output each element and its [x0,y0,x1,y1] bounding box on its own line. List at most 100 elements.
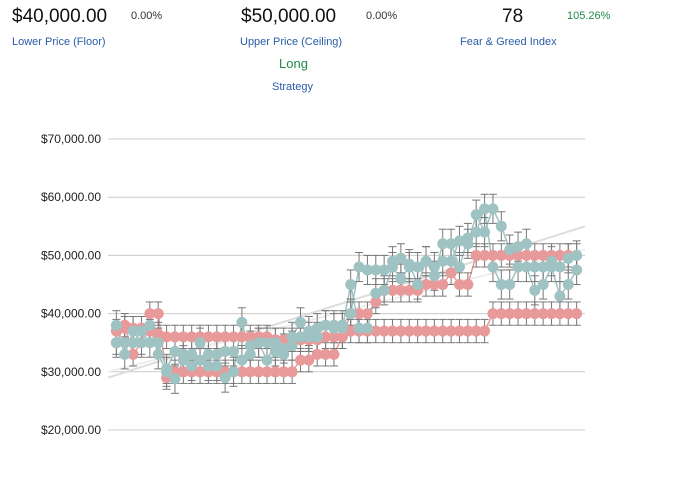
data-point [328,322,340,334]
y-axis-labels: $20,000.00 $30,000.00 $40,000.00 $50,000.00… [41,132,101,437]
data-point [186,348,198,360]
data-point [219,345,231,357]
data-point [152,348,164,360]
data-point [512,241,524,253]
data-point [294,316,306,328]
data-point [395,273,407,285]
data-point [161,363,173,375]
data-point [537,249,549,261]
data-point [303,354,315,366]
data-point [278,366,290,378]
data-point [512,249,524,261]
y-tick-label: $20,000.00 [41,423,101,437]
data-point [236,354,248,366]
data-point [228,366,240,378]
data-point [428,325,440,337]
data-point [202,348,214,360]
data-point [470,325,482,337]
data-point [378,284,390,296]
data-point [328,331,340,343]
data-point [177,331,189,343]
data-point [152,308,164,320]
data-point [186,360,198,372]
data-point [169,373,181,385]
data-point [236,366,248,378]
data-point [211,360,223,372]
data-point [370,325,382,337]
data-point [194,366,206,378]
data-point [294,354,306,366]
data-point [345,279,357,290]
data-point [445,267,457,279]
data-point [554,261,566,273]
strategy-value: Long [279,56,308,71]
data-point [269,345,281,357]
y-tick-label: $40,000.00 [41,307,101,321]
data-point [412,325,424,337]
data-point [202,360,214,372]
data-point [169,345,181,357]
data-point [437,279,449,290]
data-point [194,337,206,349]
data-point [487,249,499,261]
data-point [437,255,449,267]
data-point [395,284,407,296]
data-point [286,340,298,352]
data-point [562,279,574,290]
data-point [228,345,240,357]
data-point [211,348,223,360]
data-point [437,325,449,337]
data-point [211,331,223,343]
data-point [236,331,248,343]
data-point [571,308,583,320]
data-point [554,249,566,261]
data-point [504,279,516,290]
data-point [353,261,365,273]
data-point [219,331,231,343]
data-point [378,264,390,276]
fear-greed-label: Fear & Greed Index [460,36,557,48]
data-point [529,284,541,296]
data-point [244,340,256,352]
data-points [110,203,583,385]
data-point [269,366,281,378]
data-point [546,255,558,267]
data-point [194,354,206,366]
lower-price-label: Lower Price (Floor) [12,36,106,48]
data-point [127,325,139,337]
data-point [144,337,156,349]
data-point [253,337,265,349]
data-point [487,261,499,273]
data-point [403,325,415,337]
data-point [278,334,290,346]
data-point [186,331,198,343]
data-point [470,249,482,261]
data-point [345,325,357,337]
data-point [236,316,248,328]
data-point [512,261,524,273]
data-point [495,249,507,261]
data-point [562,308,574,320]
data-point [370,264,382,276]
data-point [554,308,566,320]
upper-price-pct: 0.00% [366,10,398,22]
data-point [487,308,499,320]
data-point [378,325,390,337]
data-point [504,308,516,320]
data-point [520,238,532,250]
data-point [110,337,122,349]
data-point [336,331,348,343]
data-point [420,279,432,290]
data-point [445,255,457,267]
data-point [479,325,491,337]
data-point [479,249,491,261]
y-tick-label: $60,000.00 [41,190,101,204]
data-point [537,261,549,273]
data-point [269,337,281,349]
data-point [261,354,273,366]
data-point [512,308,524,320]
data-point [202,331,214,343]
data-point [286,331,298,343]
data-point [571,264,583,276]
data-point [353,322,365,334]
